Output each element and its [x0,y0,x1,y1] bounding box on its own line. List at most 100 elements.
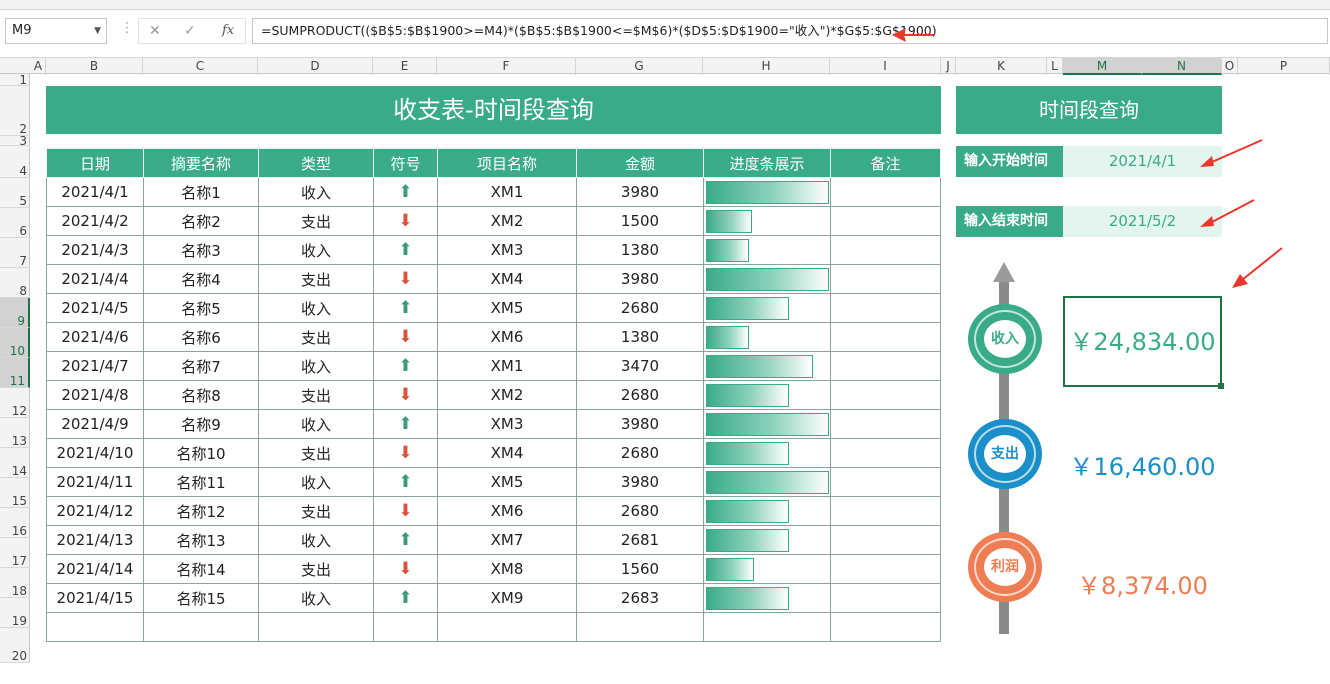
row-header-11[interactable]: 11 [0,358,30,388]
date-cell[interactable]: 2021/4/5 [46,293,144,323]
amount-cell[interactable]: 1380 [576,235,704,265]
empty-cell[interactable] [830,612,941,642]
type-cell[interactable]: 支出 [258,554,374,584]
item-cell[interactable]: XM3 [437,409,577,439]
column-header-l[interactable]: L [1047,58,1063,75]
header-cell[interactable]: 日期 [46,148,144,178]
progress-bar-cell[interactable] [703,525,831,555]
amount-cell[interactable]: 1380 [576,322,704,352]
type-cell[interactable]: 支出 [258,496,374,526]
expense-amount[interactable]: ￥16,460.00 [1069,453,1216,481]
item-cell[interactable]: XM1 [437,351,577,381]
amount-cell[interactable]: 3470 [576,351,704,381]
type-cell[interactable]: 支出 [258,438,374,468]
row-header-18[interactable]: 18 [0,568,30,598]
date-cell[interactable]: 2021/4/9 [46,409,144,439]
header-cell[interactable]: 摘要名称 [143,148,259,178]
item-cell[interactable]: XM4 [437,264,577,294]
row-header-4[interactable]: 4 [0,146,30,178]
arrow-up-icon[interactable]: ⬆ [373,293,438,323]
type-cell[interactable]: 支出 [258,264,374,294]
arrow-up-icon[interactable]: ⬆ [373,583,438,613]
row-header-14[interactable]: 14 [0,448,30,478]
arrow-up-icon[interactable]: ⬆ [373,177,438,207]
progress-bar-cell[interactable] [703,554,831,584]
end-time-input[interactable]: 2021/5/2 [1063,206,1222,237]
header-cell[interactable]: 项目名称 [437,148,577,178]
row-header-19[interactable]: 19 [0,598,30,628]
progress-bar-cell[interactable] [703,264,831,294]
progress-bar-cell[interactable] [703,438,831,468]
cancel-icon[interactable]: ✕ [149,23,161,39]
type-cell[interactable]: 支出 [258,380,374,410]
fill-handle[interactable] [1218,383,1224,389]
type-cell[interactable]: 收入 [258,525,374,555]
row-header-7[interactable]: 7 [0,238,30,268]
progress-bar-cell[interactable] [703,351,831,381]
name-cell[interactable]: 名称5 [143,293,259,323]
name-cell[interactable]: 名称6 [143,322,259,352]
date-cell[interactable]: 2021/4/15 [46,583,144,613]
drag-handle-icon[interactable]: ⋮ [120,20,134,36]
row-header-16[interactable]: 16 [0,508,30,538]
row-header-20[interactable]: 20 [0,628,30,663]
row-header-3[interactable]: 3 [0,135,30,147]
progress-bar-cell[interactable] [703,322,831,352]
note-cell[interactable] [830,293,941,323]
item-cell[interactable]: XM3 [437,235,577,265]
type-cell[interactable]: 支出 [258,206,374,236]
header-cell[interactable]: 进度条展示 [703,148,831,178]
item-cell[interactable]: XM5 [437,293,577,323]
name-cell[interactable]: 名称13 [143,525,259,555]
type-cell[interactable]: 收入 [258,293,374,323]
item-cell[interactable]: XM6 [437,496,577,526]
column-header-i[interactable]: I [830,58,941,75]
row-header-10[interactable]: 10 [0,328,30,358]
date-cell[interactable]: 2021/4/8 [46,380,144,410]
note-cell[interactable] [830,496,941,526]
column-header-o[interactable]: O [1222,58,1238,75]
arrow-down-icon[interactable]: ⬇ [373,322,438,352]
note-cell[interactable] [830,554,941,584]
name-cell[interactable]: 名称1 [143,177,259,207]
note-cell[interactable] [830,583,941,613]
empty-cell[interactable] [373,612,438,642]
column-header-j[interactable]: J [941,58,956,75]
type-cell[interactable]: 支出 [258,322,374,352]
column-header-k[interactable]: K [956,58,1047,75]
empty-cell[interactable] [437,612,577,642]
item-cell[interactable]: XM1 [437,177,577,207]
progress-bar-cell[interactable] [703,467,831,497]
progress-bar-cell[interactable] [703,409,831,439]
empty-cell[interactable] [258,612,374,642]
arrow-up-icon[interactable]: ⬆ [373,409,438,439]
note-cell[interactable] [830,525,941,555]
progress-bar-cell[interactable] [703,177,831,207]
column-header-f[interactable]: F [437,58,576,75]
note-cell[interactable] [830,438,941,468]
amount-cell[interactable]: 2683 [576,583,704,613]
insert-function-icon[interactable]: fx [222,23,235,38]
type-cell[interactable]: 收入 [258,351,374,381]
item-cell[interactable]: XM5 [437,467,577,497]
item-cell[interactable]: XM6 [437,322,577,352]
amount-cell[interactable]: 3980 [576,409,704,439]
row-header-13[interactable]: 13 [0,418,30,448]
arrow-up-icon[interactable]: ⬆ [373,351,438,381]
item-cell[interactable]: XM7 [437,525,577,555]
amount-cell[interactable]: 3980 [576,467,704,497]
note-cell[interactable] [830,351,941,381]
note-cell[interactable] [830,235,941,265]
type-cell[interactable]: 收入 [258,467,374,497]
arrow-down-icon[interactable]: ⬇ [373,206,438,236]
arrow-up-icon[interactable]: ⬆ [373,525,438,555]
amount-cell[interactable]: 2680 [576,496,704,526]
row-header-1[interactable]: 1 [0,74,30,86]
header-cell[interactable]: 金额 [576,148,704,178]
date-cell[interactable]: 2021/4/7 [46,351,144,381]
name-cell[interactable]: 名称7 [143,351,259,381]
progress-bar-cell[interactable] [703,583,831,613]
arrow-down-icon[interactable]: ⬇ [373,438,438,468]
type-cell[interactable]: 收入 [258,409,374,439]
column-header-b[interactable]: B [46,58,143,75]
